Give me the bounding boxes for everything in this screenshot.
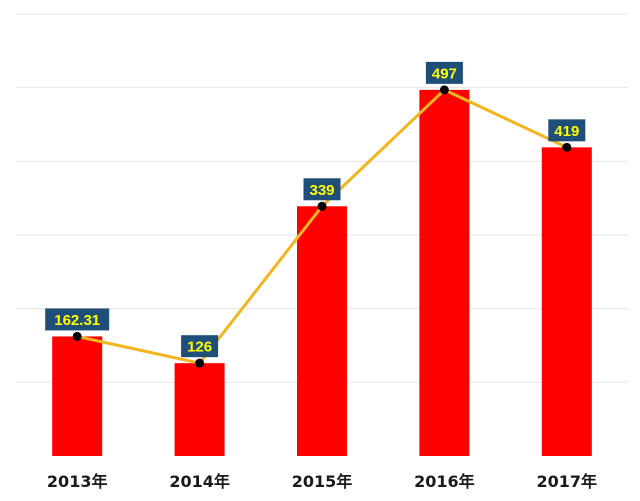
line-point — [317, 201, 327, 211]
trend-line — [72, 85, 572, 368]
data-label-box — [548, 119, 586, 142]
data-label: 419 — [548, 119, 586, 142]
bar — [419, 89, 470, 457]
data-label: 126 — [181, 335, 219, 358]
x-tick-label: 2014年 — [169, 472, 230, 491]
data-label-text: 162.31 — [54, 312, 100, 329]
line-point — [562, 142, 572, 152]
data-label-box — [303, 178, 341, 201]
data-label-box — [181, 335, 219, 358]
bar — [174, 363, 225, 456]
data-label: 497 — [425, 61, 463, 84]
x-tick-label: 2017年 — [537, 472, 598, 491]
data-label-text: 419 — [554, 123, 579, 140]
x-tick-label: 2015年 — [292, 472, 353, 491]
data-label-box — [425, 61, 463, 84]
x-tick-label: 2016年 — [414, 472, 475, 491]
line-point — [195, 358, 205, 368]
data-label: 162.31 — [45, 308, 110, 331]
data-label-box — [45, 308, 110, 331]
data-label: 339 — [303, 178, 341, 201]
bar — [297, 206, 347, 456]
bar — [52, 336, 103, 456]
data-label-text: 126 — [187, 339, 212, 356]
x-axis-ticks: 2013年 2014年 2015年 2016年 2017年 — [47, 472, 597, 491]
data-label-text: 339 — [309, 182, 334, 199]
bar — [541, 147, 592, 456]
line-point — [72, 331, 82, 341]
x-tick-label: 2013年 — [47, 472, 108, 491]
line-point — [439, 85, 449, 95]
bars — [52, 89, 592, 457]
data-labels: 162.31 126 339 497 419 — [45, 61, 586, 358]
data-label-text: 497 — [432, 65, 457, 82]
